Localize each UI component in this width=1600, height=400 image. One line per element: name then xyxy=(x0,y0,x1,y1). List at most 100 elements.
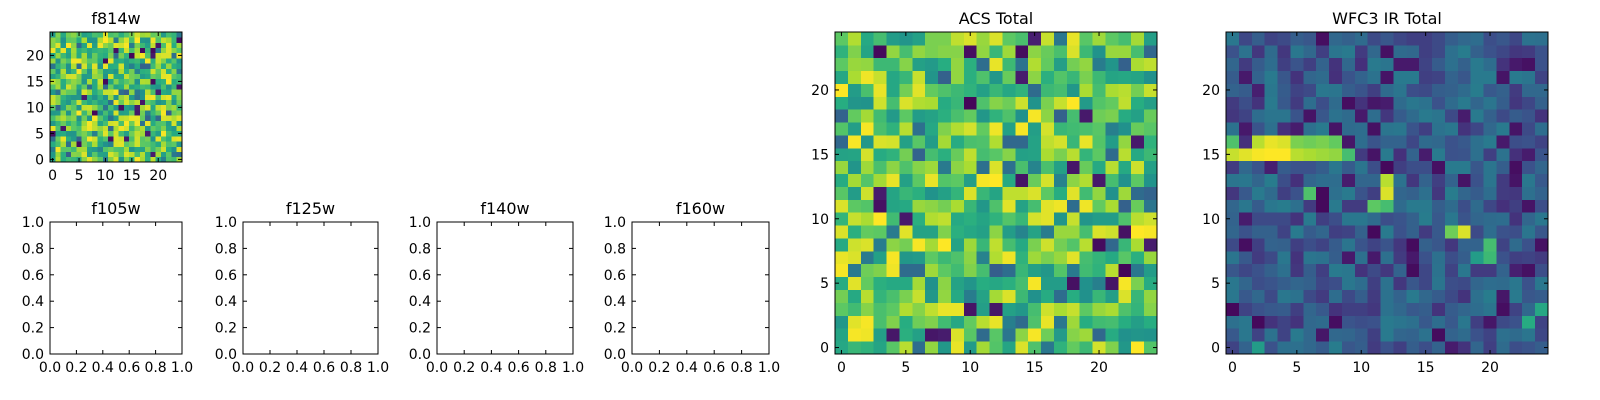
heatmap-cell xyxy=(1419,263,1433,278)
heatmap-cell xyxy=(1251,57,1266,72)
heatmap-cell xyxy=(1419,96,1433,110)
heatmap-cell xyxy=(60,42,67,48)
heatmap-cell xyxy=(145,32,151,38)
heatmap-cell xyxy=(1329,32,1343,46)
heatmap-cell xyxy=(60,73,67,80)
heatmap-cell xyxy=(97,151,104,158)
heatmap-cell xyxy=(860,341,875,355)
heatmap-cell xyxy=(1079,109,1093,123)
heatmap-cell xyxy=(1432,328,1446,342)
heatmap-cell xyxy=(1079,212,1093,226)
heatmap-cell xyxy=(925,276,939,290)
heatmap-cell xyxy=(145,73,151,80)
heatmap-cell xyxy=(139,94,146,100)
heatmap-cell xyxy=(1118,70,1132,84)
heatmap-cells xyxy=(1226,32,1549,355)
heatmap-cell xyxy=(1509,160,1523,175)
heatmap-cell xyxy=(1105,83,1119,97)
heatmap-cell xyxy=(1144,263,1158,278)
heatmap-cell xyxy=(1393,70,1407,84)
heatmap-cell xyxy=(1028,212,1042,226)
heatmap-cell xyxy=(1053,122,1068,136)
heatmap-cell xyxy=(81,99,88,106)
heatmap-cell xyxy=(129,37,135,43)
heatmap-cell xyxy=(873,341,887,355)
heatmap-cell xyxy=(1341,289,1356,303)
heatmap-cell xyxy=(145,52,151,59)
heatmap-cell xyxy=(76,125,83,132)
heatmap-cell xyxy=(1329,109,1343,123)
heatmap-cell xyxy=(171,125,178,132)
heatmap-cell xyxy=(92,151,98,158)
heatmap-cell xyxy=(55,32,61,38)
heatmap-cell xyxy=(1131,83,1145,97)
heatmap-cell xyxy=(976,276,990,290)
heatmap-cell xyxy=(1509,70,1523,84)
heatmap-cell xyxy=(1028,289,1042,303)
heatmap-cell xyxy=(1079,122,1093,136)
heatmap-cell xyxy=(1496,250,1510,265)
heatmap-cell xyxy=(71,63,77,69)
heatmap-cell xyxy=(912,186,926,200)
heatmap-cell xyxy=(134,156,141,163)
heatmap-cell xyxy=(1406,315,1420,329)
x-tick-label: 10 xyxy=(961,360,979,376)
heatmap-cell xyxy=(150,73,156,80)
heatmap-cell xyxy=(1118,57,1132,72)
heatmap-cell xyxy=(1457,135,1472,149)
heatmap-cell xyxy=(1066,122,1081,136)
heatmap-cell xyxy=(1041,160,1055,175)
heatmap-cell xyxy=(1393,186,1407,200)
heatmap-cell xyxy=(1118,83,1132,97)
heatmap-cell xyxy=(925,32,939,46)
heatmap-cell xyxy=(176,58,183,64)
heatmap-cell xyxy=(1053,263,1068,278)
heatmap-cell xyxy=(139,42,146,48)
heatmap-cell xyxy=(1457,83,1472,97)
heatmap-cell xyxy=(1496,44,1510,59)
heatmap-cell xyxy=(92,42,98,48)
heatmap-cell xyxy=(899,276,913,290)
heatmap-cell xyxy=(1329,250,1343,265)
heatmap-cell xyxy=(1367,238,1381,252)
heatmap-cell xyxy=(71,94,77,100)
heatmap-cell xyxy=(860,250,875,265)
heatmap-cell xyxy=(1028,96,1042,110)
heatmap-cell xyxy=(108,42,114,48)
heatmap-cell xyxy=(1419,83,1433,97)
heatmap-cell xyxy=(1522,238,1536,252)
heatmap-cell xyxy=(108,94,114,100)
heatmap-cell xyxy=(860,212,875,226)
heatmap-cell xyxy=(145,110,151,116)
heatmap-cell xyxy=(1483,276,1497,290)
heatmap-cell xyxy=(847,32,862,46)
heatmap-cell xyxy=(835,238,849,252)
heatmap-cell xyxy=(1066,341,1081,355)
heatmap-cell xyxy=(1393,302,1407,316)
heatmap-cell xyxy=(97,99,104,106)
heatmap-cell xyxy=(118,47,125,54)
heatmap-cell xyxy=(92,141,98,147)
heatmap-cell xyxy=(118,110,125,116)
heatmap-cell xyxy=(1041,96,1055,110)
heatmap-cell xyxy=(1354,199,1369,213)
heatmap-cell xyxy=(1053,225,1068,239)
heatmap-cell xyxy=(963,83,978,97)
heatmap-cell xyxy=(1303,83,1317,97)
heatmap-cell xyxy=(1105,250,1119,265)
y-tick-label: 15 xyxy=(26,74,44,90)
heatmap-cell xyxy=(835,160,849,175)
heatmap-cell xyxy=(976,122,990,136)
heatmap-cell xyxy=(150,63,156,69)
heatmap-cell xyxy=(1144,160,1158,175)
heatmap-cell xyxy=(50,58,56,64)
heatmap-cell xyxy=(1092,32,1106,46)
heatmap-cell xyxy=(1131,302,1145,316)
heatmap-cell xyxy=(1457,289,1472,303)
heatmap-cell xyxy=(1470,315,1484,329)
heatmap-cell xyxy=(1015,302,1029,316)
heatmap-cell xyxy=(1041,315,1055,329)
heatmap-cell xyxy=(113,151,120,158)
heatmap-cell xyxy=(950,32,965,46)
heatmap-cell xyxy=(97,52,104,59)
